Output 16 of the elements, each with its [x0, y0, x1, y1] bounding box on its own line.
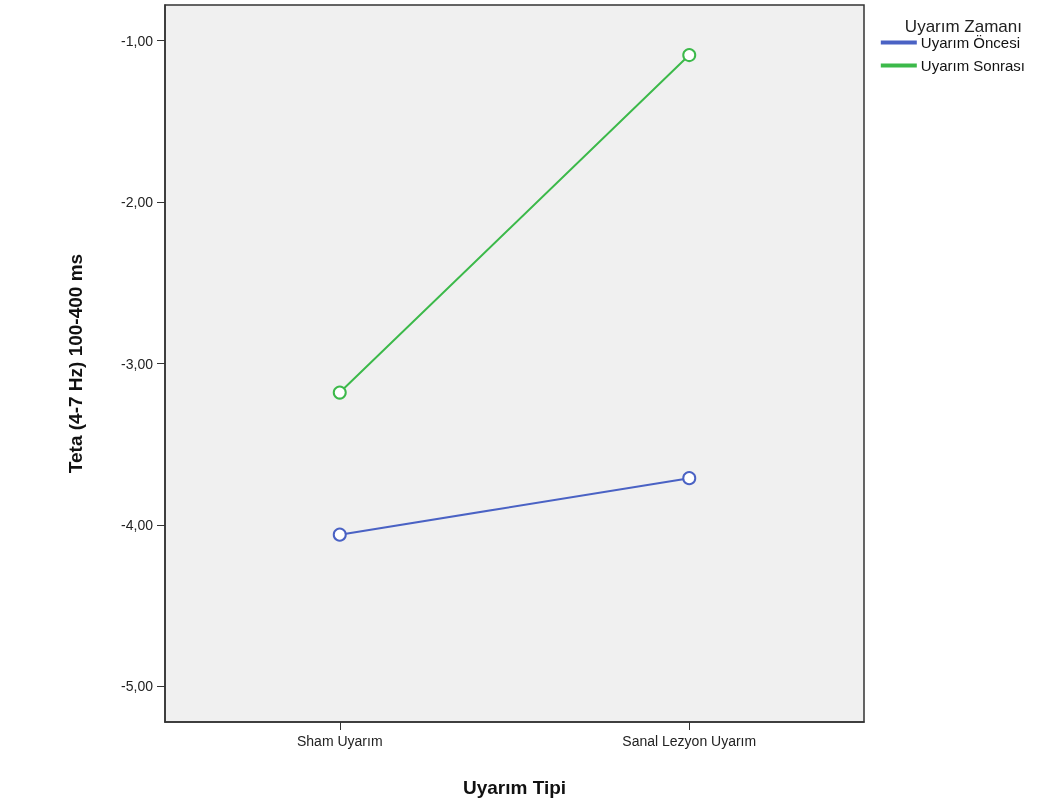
legend-title: Uyarım Zamanı — [904, 17, 1023, 36]
y-tick-label: -3,00 — [121, 355, 154, 372]
y-tick-label: -1,00 — [121, 32, 154, 49]
x-axis-title: Uyarım Tipi — [462, 777, 567, 798]
y-axis-title: Teta (4-7 Hz) 100-400 ms — [65, 253, 86, 474]
point — [332, 527, 347, 542]
y-tick-label: -4,00 — [121, 516, 154, 533]
y-tick-label: -5,00 — [121, 678, 154, 695]
point — [332, 385, 347, 400]
legend-label: Uyarım Sonrası — [920, 57, 1026, 74]
y-tick-label: -2,00 — [121, 194, 154, 211]
point — [682, 471, 697, 486]
point — [682, 48, 697, 63]
x-tick-label: Sanal Lezyon Uyarım — [622, 733, 757, 749]
legend-label: Uyarım Öncesi — [920, 34, 1020, 51]
x-tick-label: Sham Uyarım — [296, 733, 383, 749]
